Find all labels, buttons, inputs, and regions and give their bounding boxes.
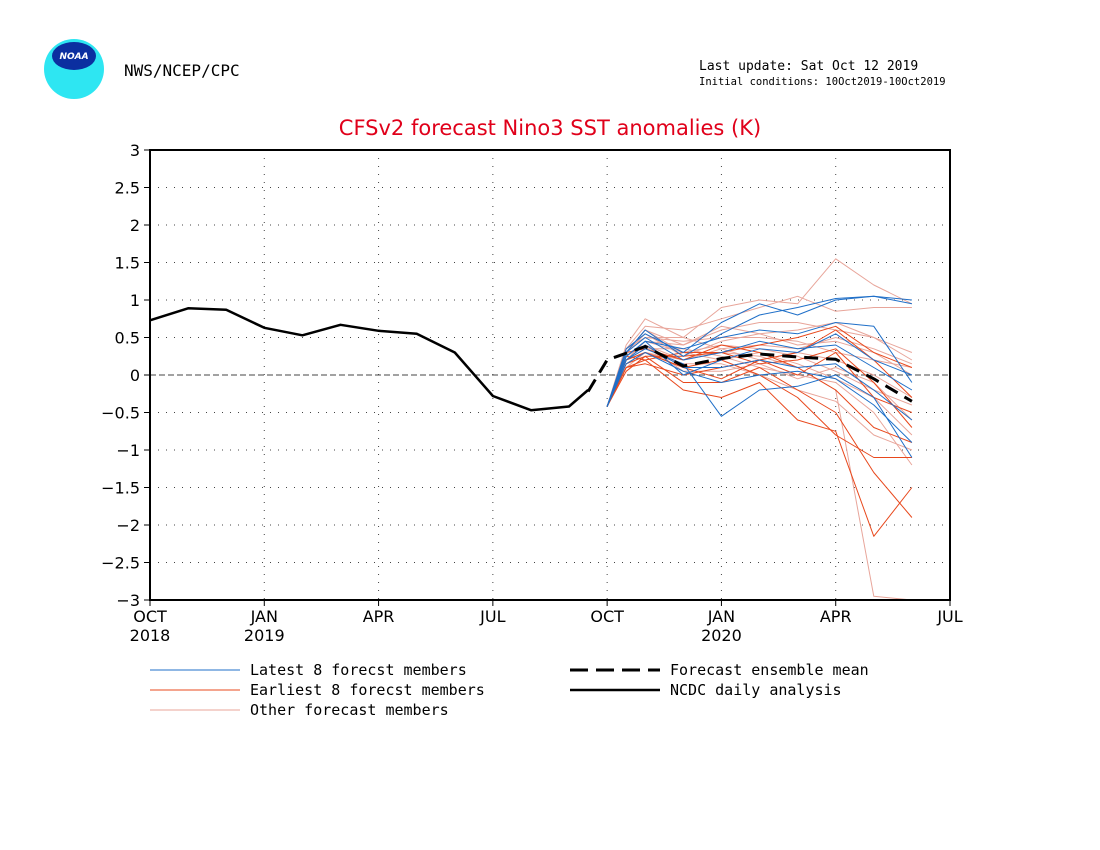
x-tick-label: JAN — [707, 607, 735, 626]
noaa-logo-text: NOAA — [59, 52, 88, 62]
agency-label: NWS/NCEP/CPC — [124, 61, 240, 80]
legend-label-mean: Forecast ensemble mean — [670, 661, 869, 679]
series-mean-line — [586, 345, 913, 403]
y-tick-label: 3 — [130, 141, 140, 160]
x-tick-label: APR — [363, 607, 395, 626]
y-tick-label: 0.5 — [115, 329, 140, 348]
y-tick-label: 2 — [130, 216, 140, 235]
x-tick-year-label: 2018 — [130, 626, 171, 645]
legend-label-earliest: Earliest 8 forecst members — [250, 681, 485, 699]
series-latest-line — [606, 337, 913, 407]
y-tick-label: −3 — [116, 591, 140, 610]
grid — [150, 150, 950, 600]
series-earliest-line — [606, 355, 913, 518]
series-latest-line — [606, 295, 912, 407]
y-tick-label: 1 — [130, 291, 140, 310]
series-layer — [149, 258, 913, 601]
x-tick-label: OCT — [133, 607, 167, 626]
legend-label-latest: Latest 8 forecst members — [250, 661, 467, 679]
series-earliest-line — [606, 325, 913, 407]
y-tick-label: −1.5 — [101, 479, 140, 498]
last-update: Last update: Sat Oct 12 2019 — [699, 59, 918, 74]
series-other-line — [606, 344, 912, 601]
series-latest-line — [606, 348, 913, 458]
series-analysis-line — [149, 307, 589, 412]
legend-label-analysis: NCDC daily analysis — [670, 681, 842, 699]
noaa-logo-sky — [52, 42, 96, 70]
chart-title: CFSv2 forecast Nino3 SST anomalies (K) — [339, 116, 761, 140]
x-tick-year-label: 2019 — [244, 626, 285, 645]
series-other-line — [606, 258, 913, 407]
initial-conditions: Initial conditions: 10Oct2019-10Oct2019 — [699, 76, 946, 88]
x-tick-label: JUL — [479, 607, 505, 626]
x-tick-label: JUL — [936, 607, 962, 626]
x-tick-label: OCT — [590, 607, 624, 626]
y-tick-label: 0 — [130, 366, 140, 385]
x-tick-year-label: 2020 — [701, 626, 742, 645]
x-tick-label: JAN — [250, 607, 278, 626]
y-tick-label: 1.5 — [115, 254, 140, 273]
y-axis: 3 2.5 2 1.5 1 0.5 0 −0.5 −1 −1.5 −2 −2.5 −3 — [101, 141, 150, 610]
series-latest-line — [606, 344, 913, 421]
y-tick-label: −0.5 — [101, 404, 140, 423]
noaa-logo: NOAA — [44, 39, 104, 99]
series-latest-line — [606, 352, 913, 443]
y-tick-label: 2.5 — [115, 179, 140, 198]
y-tick-label: −2.5 — [101, 554, 140, 573]
series-earliest-line — [606, 352, 913, 413]
x-tick-label: APR — [820, 607, 852, 626]
y-tick-label: −2 — [116, 516, 140, 535]
series-earliest-line — [606, 352, 912, 458]
legend: Latest 8 forecst members Earliest 8 forec… — [150, 661, 869, 719]
y-tick-label: −1 — [116, 441, 140, 460]
legend-label-other: Other forecast members — [250, 701, 449, 719]
